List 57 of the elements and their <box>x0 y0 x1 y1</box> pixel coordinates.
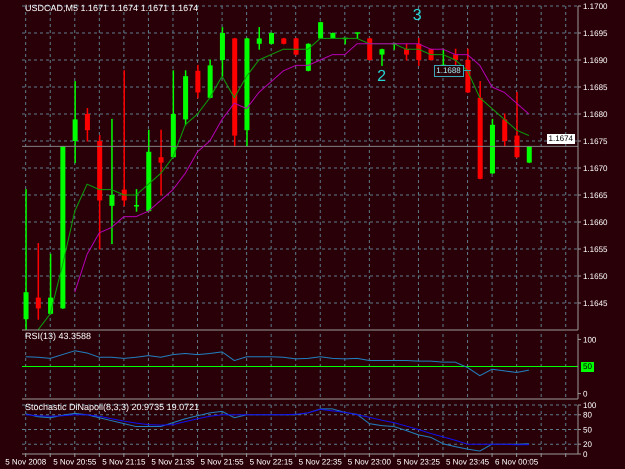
candlestick <box>109 118 114 245</box>
y-tick-label: 1.1670 <box>583 164 608 173</box>
y-tick-label: 50 <box>583 425 592 434</box>
x-tick-label: 5 Nov 21:15 <box>102 458 146 467</box>
y-tick-label: 1.1700 <box>583 2 608 11</box>
y-tick-label: 100 <box>583 400 597 410</box>
x-tick-label: 5 Nov 22:35 <box>298 458 342 467</box>
candlestick <box>195 64 200 100</box>
line-series <box>25 350 530 376</box>
x-tick-label: 5 Nov 2008 <box>5 458 47 467</box>
y-tick-label: 80 <box>583 410 592 420</box>
candlestick <box>134 188 140 212</box>
candlestick <box>269 32 274 46</box>
annotation: 1.1688 <box>434 64 464 77</box>
candlestick <box>379 48 384 67</box>
candlestick <box>367 37 372 62</box>
candlestick <box>36 242 41 320</box>
y-tick-label: 1.1660 <box>583 218 608 227</box>
y-tick-label: 1.1695 <box>583 28 608 38</box>
annotation: 3 <box>412 6 423 25</box>
y-tick-label: 1.1650 <box>583 272 608 281</box>
candlestick <box>84 107 90 142</box>
line-series <box>74 43 530 293</box>
x-tick-label: 5 Nov 21:35 <box>151 458 196 467</box>
y-tick-label: 1.1665 <box>583 190 608 200</box>
candlestick <box>158 128 164 196</box>
y-tick-label: 1.1645 <box>583 298 608 308</box>
y-tick-label: 100 <box>583 335 597 344</box>
candlestick <box>514 91 520 158</box>
y-tick-label: 20 <box>583 440 592 450</box>
y-tick-label: 0 <box>583 389 588 398</box>
candlestick <box>404 42 410 62</box>
ref-line-label: 1.1674 <box>546 134 575 144</box>
candlestick <box>318 20 324 40</box>
y-tick-label: 0 <box>583 450 588 459</box>
x-tick-label: 5 Nov 23:25 <box>396 458 441 467</box>
x-tick-label: 6 Nov 00:05 <box>495 458 539 467</box>
chart-title: USDCAD,M5 1.1671 1.1674 1.1671 1.1674 <box>25 3 198 14</box>
y-tick-label: 1.1680 <box>583 110 608 119</box>
x-tick-label: 5 Nov 23:00 <box>348 458 392 467</box>
y-tick-label: 1.1655 <box>583 244 608 254</box>
chart-title: Stochastic DiNapoli(8,3,3) 20.9735 19.0721 <box>25 402 200 413</box>
candlestick <box>502 112 508 148</box>
line-series <box>37 38 530 330</box>
x-tick-label: 5 Nov 22:15 <box>250 458 294 467</box>
candlestick <box>72 80 78 164</box>
candlestick <box>294 37 299 56</box>
y-tick-label: 1.1690 <box>583 56 608 65</box>
chart-title: RSI(13) 43.3588 <box>25 331 92 342</box>
x-tick-label: 5 Nov 21:55 <box>200 458 244 467</box>
candlestick <box>526 145 532 164</box>
x-tick-label: 5 Nov 20:55 <box>53 458 97 467</box>
annotation: 2 <box>376 68 388 86</box>
x-tick-label: 5 Nov 23:45 <box>446 458 490 467</box>
candlestick <box>256 26 262 50</box>
y-tick-label: 1.1685 <box>583 82 608 92</box>
y-tick-label: 1.1675 <box>583 136 608 146</box>
